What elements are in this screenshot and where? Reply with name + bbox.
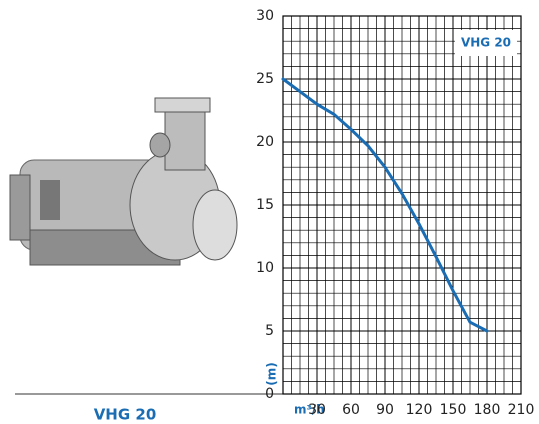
y-tick-label: 20 <box>256 134 274 150</box>
y-tick-label: 30 <box>256 8 274 24</box>
y-tick-label: 25 <box>256 71 274 87</box>
product-label: VHG 20 <box>94 406 157 424</box>
x-tick-label: 210 <box>508 402 535 418</box>
x-tick-label: 150 <box>440 402 467 418</box>
x-tick-label: 90 <box>376 402 394 418</box>
y-tick-label: 10 <box>256 260 274 276</box>
legend-label: VHG 20 <box>461 36 511 50</box>
y-axis-label: (m) <box>265 362 279 385</box>
x-axis-label: m³/h <box>294 403 325 417</box>
line-series <box>281 77 489 333</box>
y-tick-label: 5 <box>265 323 274 339</box>
legend-box <box>455 30 517 56</box>
pump-photo <box>9 97 238 266</box>
x-tick-label: 120 <box>406 402 433 418</box>
y-tick-label: 0 <box>265 386 274 402</box>
x-tick-label: 180 <box>474 402 501 418</box>
y-tick-label: 15 <box>256 197 274 213</box>
x-tick-label: 30 <box>308 402 326 418</box>
x-tick-label: 60 <box>342 402 360 418</box>
